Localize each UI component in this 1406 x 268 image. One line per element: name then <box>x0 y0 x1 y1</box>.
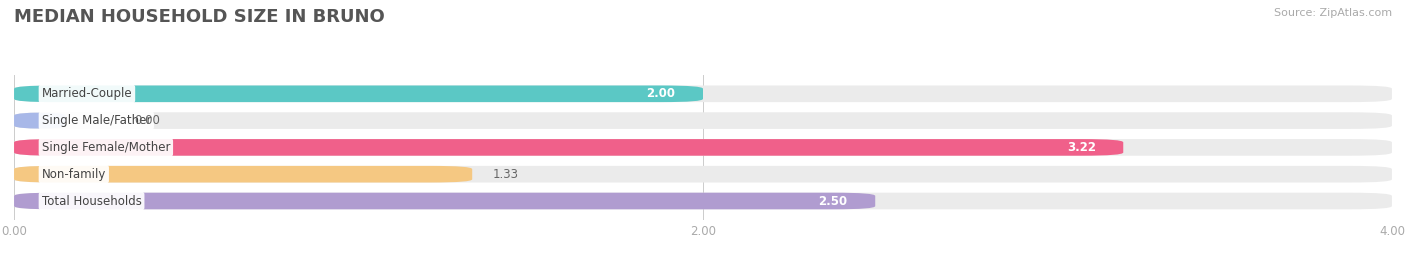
Text: Total Households: Total Households <box>42 195 142 207</box>
FancyBboxPatch shape <box>14 139 1392 156</box>
FancyBboxPatch shape <box>14 112 66 129</box>
FancyBboxPatch shape <box>14 193 875 209</box>
Text: Married-Couple: Married-Couple <box>42 87 132 100</box>
FancyBboxPatch shape <box>14 193 1392 209</box>
FancyBboxPatch shape <box>14 166 472 183</box>
Text: 1.33: 1.33 <box>494 168 519 181</box>
Text: Non-family: Non-family <box>42 168 105 181</box>
Text: 0.00: 0.00 <box>135 114 160 127</box>
Text: Source: ZipAtlas.com: Source: ZipAtlas.com <box>1274 8 1392 18</box>
Text: Single Female/Mother: Single Female/Mother <box>42 141 170 154</box>
FancyBboxPatch shape <box>14 166 1392 183</box>
Text: 3.22: 3.22 <box>1067 141 1095 154</box>
FancyBboxPatch shape <box>14 85 703 102</box>
FancyBboxPatch shape <box>14 112 1392 129</box>
Text: Single Male/Father: Single Male/Father <box>42 114 150 127</box>
FancyBboxPatch shape <box>14 85 1392 102</box>
Text: MEDIAN HOUSEHOLD SIZE IN BRUNO: MEDIAN HOUSEHOLD SIZE IN BRUNO <box>14 8 385 26</box>
FancyBboxPatch shape <box>14 139 1123 156</box>
Text: 2.00: 2.00 <box>647 87 675 100</box>
Text: 2.50: 2.50 <box>818 195 848 207</box>
